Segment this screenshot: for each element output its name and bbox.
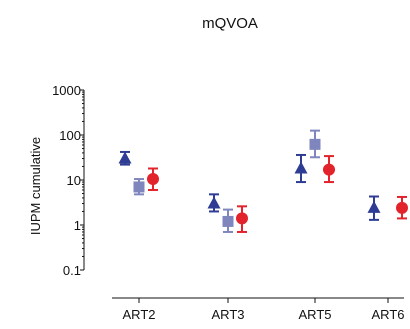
data-point [323, 155, 335, 184]
triangle-marker [294, 161, 308, 174]
y-tick-label: 0.1 [63, 263, 81, 278]
data-point [309, 129, 321, 159]
data-point [396, 195, 408, 220]
x-category-label: ART2 [123, 307, 156, 322]
circle-marker [147, 173, 159, 186]
y-tick-label: 1 [74, 218, 81, 233]
circle-marker [396, 201, 408, 214]
data-point [294, 153, 308, 184]
triangle-marker [207, 196, 221, 209]
data-point [133, 178, 145, 196]
data-point [236, 205, 248, 233]
chart-title: mQVOA [202, 15, 258, 32]
circle-marker [323, 163, 335, 176]
square-marker [309, 138, 321, 150]
data-point [147, 167, 159, 191]
data-point [367, 195, 381, 221]
x-category-label: ART6 [372, 307, 405, 322]
square-marker [133, 181, 145, 193]
circle-marker [236, 212, 248, 225]
triangle-marker [118, 151, 132, 164]
data-point [207, 193, 221, 213]
y-tick-label: 1000 [52, 83, 81, 98]
y-axis: 0.1 1 10 100 1000 [52, 83, 85, 278]
x-category-label: ART3 [212, 307, 245, 322]
x-axis: ART2 ART3 ART5 ART6 [112, 297, 405, 322]
data-marks [118, 129, 408, 233]
y-axis-title: IUPM cumulative [28, 137, 43, 235]
data-point [118, 150, 132, 166]
x-category-label: ART5 [299, 307, 332, 322]
y-tick-label: 10 [67, 173, 81, 188]
square-marker [222, 215, 234, 227]
data-point [222, 208, 234, 233]
triangle-marker [367, 200, 381, 213]
y-tick-label: 100 [59, 128, 81, 143]
